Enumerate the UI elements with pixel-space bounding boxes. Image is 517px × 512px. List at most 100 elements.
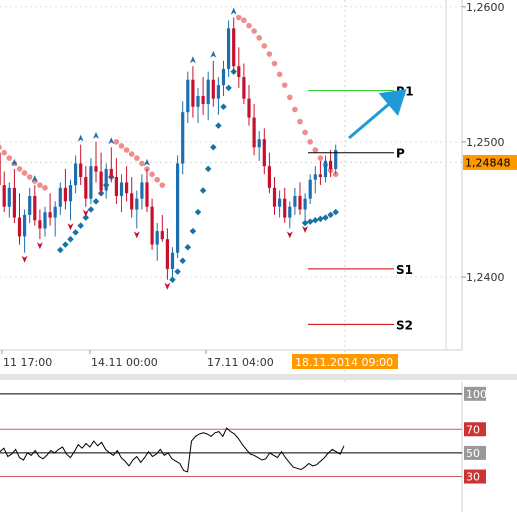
candle-body <box>53 206 57 218</box>
fractal-up-marker <box>77 134 84 142</box>
fractal-down-marker <box>82 209 89 217</box>
current-price-tag: 1,24848 <box>463 154 517 170</box>
candle-body <box>257 139 261 148</box>
candle-body <box>165 239 169 269</box>
sar-dot-red <box>256 35 263 41</box>
sar-dot-blue <box>189 227 197 235</box>
candle-body <box>58 187 62 207</box>
sar-dot-red <box>0 144 2 150</box>
candle-body <box>293 195 297 207</box>
candle-body <box>181 112 185 164</box>
price-axis: 1,2600 1,2500 1,2400 <box>462 1 505 284</box>
candle-body <box>216 85 220 99</box>
candles <box>0 17 338 280</box>
fractal-up-marker <box>108 137 115 145</box>
time-axis: 11 17:00 14.11 00:00 17.11 04:00 <box>1 350 274 369</box>
fractal-up-marker <box>144 158 150 166</box>
candle-body <box>313 174 317 180</box>
fractal-up-marker <box>189 56 196 64</box>
candle-body <box>28 195 32 215</box>
sar-dot-blue <box>82 214 90 221</box>
candle-body <box>272 187 277 207</box>
candle-body <box>211 79 215 99</box>
forecast-arrow <box>348 89 407 140</box>
candle-body <box>38 220 42 229</box>
candle-body <box>2 185 6 207</box>
pivot-level-label: S1 <box>396 263 413 277</box>
candle-body <box>63 187 67 202</box>
candle-body <box>323 160 328 178</box>
sar-dot-red <box>1 149 8 156</box>
candle-body <box>334 150 338 169</box>
pivot-level-label: P <box>396 147 405 161</box>
candle-body <box>252 117 256 148</box>
fractal-down-marker <box>164 282 171 290</box>
fractal-down-marker <box>36 242 43 250</box>
pivot-level-label: S2 <box>396 318 413 332</box>
candle-body <box>104 168 108 191</box>
rsi-level-tag <box>464 422 486 437</box>
sar-dot-red <box>271 60 278 67</box>
sar-dot-red <box>149 171 155 178</box>
candle-body <box>12 187 16 218</box>
fractal-up-marker <box>93 131 99 139</box>
sar-dot-blue <box>72 229 79 236</box>
candle-body <box>94 166 98 172</box>
time-tick-label: 17.11 04:00 <box>207 356 274 369</box>
sar-dot-red <box>287 94 293 101</box>
candle-body <box>0 152 1 186</box>
sar-dot-red <box>266 51 273 57</box>
sar-dot-red <box>307 139 314 145</box>
candle-body <box>227 28 231 69</box>
sar-dot-blue <box>322 214 329 221</box>
fractal-down-marker <box>302 225 309 233</box>
sar-dot-red <box>134 155 140 161</box>
sar-dot-red <box>128 151 135 157</box>
rsi-level-tag <box>464 386 486 401</box>
candle-body <box>196 95 200 107</box>
sar-dot-red <box>302 129 308 136</box>
rsi-line <box>0 427 345 473</box>
candle-body <box>186 79 190 113</box>
sar-dot-blue <box>184 244 192 251</box>
sar-dot-red <box>276 71 283 78</box>
sar-dot-blue <box>92 198 100 205</box>
candle-body <box>23 214 27 237</box>
fractal-up-marker <box>210 50 217 58</box>
candle-body <box>140 182 144 199</box>
sar-dot-red <box>37 182 43 188</box>
sar-dot-red <box>251 28 257 34</box>
sar-dot-blue <box>306 218 314 225</box>
sar-dot-blue <box>317 215 324 223</box>
candle-body <box>79 163 83 178</box>
price-tick-label: 1,2400 <box>466 271 505 284</box>
fractal-markers <box>11 7 309 290</box>
sar-dot-red <box>26 174 33 180</box>
candle-body <box>109 168 113 178</box>
candle-body <box>242 77 246 99</box>
rsi-levels: 100 70 50 30 <box>0 386 487 484</box>
sar-dot-blue <box>179 257 186 265</box>
candle-body <box>130 193 134 210</box>
sar-dot-blue <box>57 246 64 254</box>
candle-body <box>283 198 287 218</box>
candle-body <box>318 174 322 178</box>
grid <box>0 0 462 512</box>
candle-body <box>267 166 271 188</box>
rsi-level-tag <box>464 445 486 460</box>
sar-dot-blue <box>327 211 334 219</box>
sar-dot-red <box>139 160 145 167</box>
rsi-level-label: 30 <box>466 471 480 484</box>
candle-body <box>114 177 118 196</box>
rsi-level-label: 70 <box>466 423 480 436</box>
price-tick-label: 1,2500 <box>466 136 505 149</box>
sar-dot-blue <box>87 206 95 213</box>
time-tick-label: 14.11 00:00 <box>91 356 158 369</box>
sar-dot-red <box>246 22 252 29</box>
sar-dot-red <box>42 185 48 191</box>
candle-body <box>329 160 333 169</box>
candle-body <box>206 79 210 105</box>
candle-body <box>48 212 52 218</box>
candle-body <box>17 217 22 237</box>
fractal-down-marker <box>286 231 293 239</box>
